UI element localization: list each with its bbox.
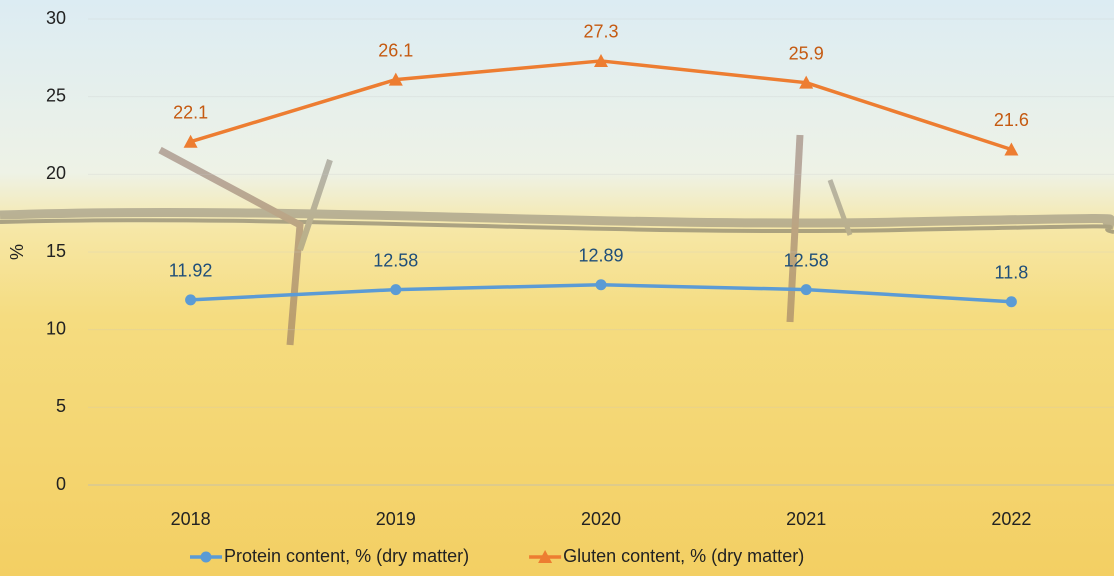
legend-marker	[201, 552, 212, 563]
data-point	[801, 284, 812, 295]
x-tick-label: 2019	[376, 509, 416, 529]
y-tick-label: 10	[46, 318, 66, 338]
data-label: 11.92	[169, 261, 213, 281]
background	[0, 0, 1114, 576]
data-label: 12.89	[578, 246, 623, 266]
x-tick-label: 2021	[786, 509, 826, 529]
data-point	[596, 279, 607, 290]
x-tick-label: 2018	[171, 509, 211, 529]
y-tick-label: 15	[46, 241, 66, 261]
page: % 0 5 10 15 20 25 30 2018 2019 2020 2021 2022 11.92 1…	[0, 0, 1114, 576]
y-tick-label: 0	[56, 474, 66, 494]
data-label: 21.6	[994, 110, 1029, 130]
legend-label: Gluten content, % (dry matter)	[563, 546, 804, 566]
data-point	[1006, 296, 1017, 307]
y-tick-label: 25	[46, 85, 66, 105]
data-label: 12.58	[373, 250, 418, 270]
y-tick-label: 20	[46, 163, 66, 183]
data-point	[185, 294, 196, 305]
legend-label: Protein content, % (dry matter)	[224, 546, 469, 566]
data-label: 11.8	[995, 262, 1029, 282]
data-point	[390, 284, 401, 295]
data-label: 27.3	[583, 22, 618, 42]
chart: % 0 5 10 15 20 25 30 2018 2019 2020 2021 2022 11.92 1…	[0, 0, 1114, 576]
data-label: 22.1	[173, 102, 208, 122]
x-tick-label: 2020	[581, 509, 621, 529]
y-axis-label: %	[7, 244, 27, 260]
data-label: 26.1	[378, 40, 413, 60]
data-label: 12.58	[784, 250, 829, 270]
y-tick-label: 30	[46, 8, 66, 28]
data-label: 25.9	[789, 43, 824, 63]
x-tick-label: 2022	[991, 509, 1031, 529]
y-tick-label: 5	[56, 396, 66, 416]
